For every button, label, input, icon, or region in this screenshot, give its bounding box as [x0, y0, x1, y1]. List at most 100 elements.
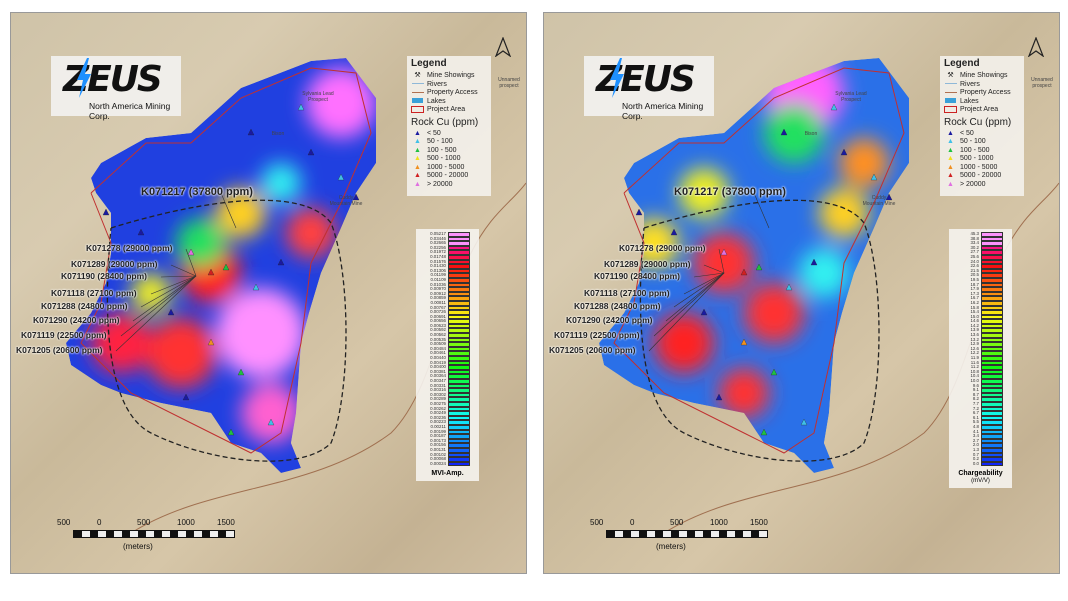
colorbar-swatch	[448, 254, 470, 260]
colorbar-swatch	[448, 452, 470, 458]
colorbar-swatch	[981, 392, 1003, 398]
colorbar-swatch	[448, 420, 470, 425]
mvi-amplitude-map-panel: ZEUS North America Mining Corp. Legend ⚒ Min…	[10, 12, 527, 574]
colorbar-step: 0.00262	[416, 406, 479, 412]
colorbar-swatch	[448, 374, 470, 379]
colorbar-swatch	[448, 337, 470, 343]
rock-sample-marker	[635, 208, 643, 216]
colorbar-step: 0.00187	[416, 434, 479, 439]
colorbar-step: 0.00302	[416, 392, 479, 398]
pick-icon: ⚒	[414, 72, 421, 79]
rock-class-label: 50 - 100	[427, 138, 453, 145]
colorbar-tick-label: 8.7	[972, 392, 979, 397]
scale-tick-label: 1500	[750, 518, 768, 527]
colorbar-step: 0.00767	[416, 305, 479, 311]
legend-swatch	[411, 105, 424, 115]
anomaly	[306, 68, 376, 138]
colorbar-tick-label: 0.00173	[430, 438, 446, 443]
leader-line	[673, 272, 725, 308]
colorbar-swatch	[981, 254, 1003, 260]
rock-class-item: ▲ 1000 - 5000	[407, 164, 491, 173]
anomaly	[764, 103, 824, 163]
place-label: Cuddy Mountain Mine	[329, 195, 363, 207]
triangle-icon: ▲	[414, 180, 421, 188]
place-label: Sylvania Lead Prospect	[835, 91, 867, 103]
colorbar-tick-label: 11.9	[970, 356, 979, 361]
sample-label: K071217 (37800 ppm)	[674, 186, 786, 198]
colorbar-tick-label: 17.9	[970, 287, 979, 292]
colorbar-swatch	[981, 245, 1003, 251]
colorbar-step: 0.00156	[416, 443, 479, 448]
colorbar-tick-label: 3.4	[972, 434, 979, 439]
colorbar-step: 0.00461	[416, 351, 479, 357]
triangle-icon: ▲	[947, 129, 954, 137]
colorbar-tick-label: 0.00623	[430, 323, 446, 328]
rock-sample-marker	[207, 338, 215, 346]
colorbar-step: 13.9	[949, 328, 1012, 334]
colorbar-step: 0.00381	[416, 369, 479, 375]
colorbar-swatch	[448, 369, 470, 375]
colorbar-step: 0.00211	[416, 424, 479, 430]
rock-sample-marker	[885, 193, 893, 201]
sample-label: K071118 (27100 ppm)	[584, 288, 670, 298]
colorbar-tick-label: 0.05217	[430, 232, 446, 236]
colorbar-step: 15.8	[949, 305, 1012, 311]
sample-label: K071278 (29000 ppm)	[619, 243, 706, 253]
colorbar-step: 0.00364	[416, 374, 479, 379]
colorbar-swatch	[981, 369, 1003, 375]
colorbar-swatch	[448, 447, 470, 453]
colorbar-step: 6.7	[949, 411, 1012, 416]
colorbar-tick-label: 14.2	[970, 323, 979, 328]
logo-subtitle: North America Mining Corp.	[622, 101, 704, 121]
colorbar-step: 0.00691	[416, 314, 479, 320]
colorbar-swatch	[448, 379, 470, 384]
colorbar-tick-label: 4.1	[972, 429, 979, 434]
legend-item: Project Area	[407, 105, 491, 115]
legend-label: Property Access	[427, 89, 478, 96]
colorbar-tick-label: 0.00440	[430, 356, 446, 361]
legend-swatch	[411, 98, 424, 107]
rock-sample-marker	[182, 393, 190, 401]
colorbar-step: 0.00347	[416, 379, 479, 384]
colorbar-swatch	[448, 457, 470, 462]
rock-sample-marker	[715, 393, 723, 401]
colorbar-step: 0.00912	[416, 291, 479, 297]
colorbar-step: 27.7	[949, 250, 1012, 255]
colorbar-swatch	[981, 356, 1003, 361]
sample-label: K071278 (29000 ppm)	[86, 243, 173, 253]
colorbar-step: 22.6	[949, 264, 1012, 269]
colorbar-step: 0.01109	[416, 277, 479, 283]
colorbar-swatch	[448, 346, 470, 352]
triangle-icon: ▲	[414, 138, 421, 145]
colorbar-step: 11.9	[949, 356, 1012, 361]
anomaly	[819, 188, 869, 238]
legend-label: Rivers	[427, 80, 447, 88]
colorbar-step: 16.7	[949, 296, 1012, 301]
colorbar-tick-label: 0.00102	[430, 452, 446, 457]
colorbar-swatch	[981, 351, 1003, 357]
rock-class-item: ▲ > 20000	[940, 181, 1024, 190]
colorbar-step: 8.2	[949, 397, 1012, 402]
colorbar-step: 1.3	[949, 447, 1012, 453]
colorbar-tick-label: 0.01748	[430, 254, 446, 259]
colorbar-tick-label: 11.6	[970, 360, 979, 365]
rock-sample-marker	[830, 103, 838, 111]
anomaly	[654, 313, 714, 373]
colorbar-swatch	[448, 411, 470, 416]
property-access-road	[663, 182, 1059, 534]
rock-sample-marker	[267, 418, 275, 426]
sample-label: K071118 (27100 ppm)	[51, 288, 137, 298]
colorbar-swatch	[448, 328, 470, 334]
colorbar-tick-label: 0.00592	[430, 328, 446, 333]
colorbar-tick-label: 10.4	[970, 374, 979, 379]
colorbar-step: 0.00316	[416, 388, 479, 393]
colorbar-tick-label: 0.00726	[430, 310, 446, 315]
colorbar-swatch	[448, 323, 470, 329]
colorbar-tick-label: 19.5	[970, 277, 979, 282]
triangle-icon: ▲	[414, 163, 421, 171]
sample-label: K071289 (29000 ppm)	[71, 259, 158, 269]
colorbar-step: 14.2	[949, 323, 1012, 329]
rock-sample-marker	[167, 308, 175, 316]
colorbar-tick-label: 0.0	[972, 461, 979, 466]
colorbar-step: 10.4	[949, 374, 1012, 379]
